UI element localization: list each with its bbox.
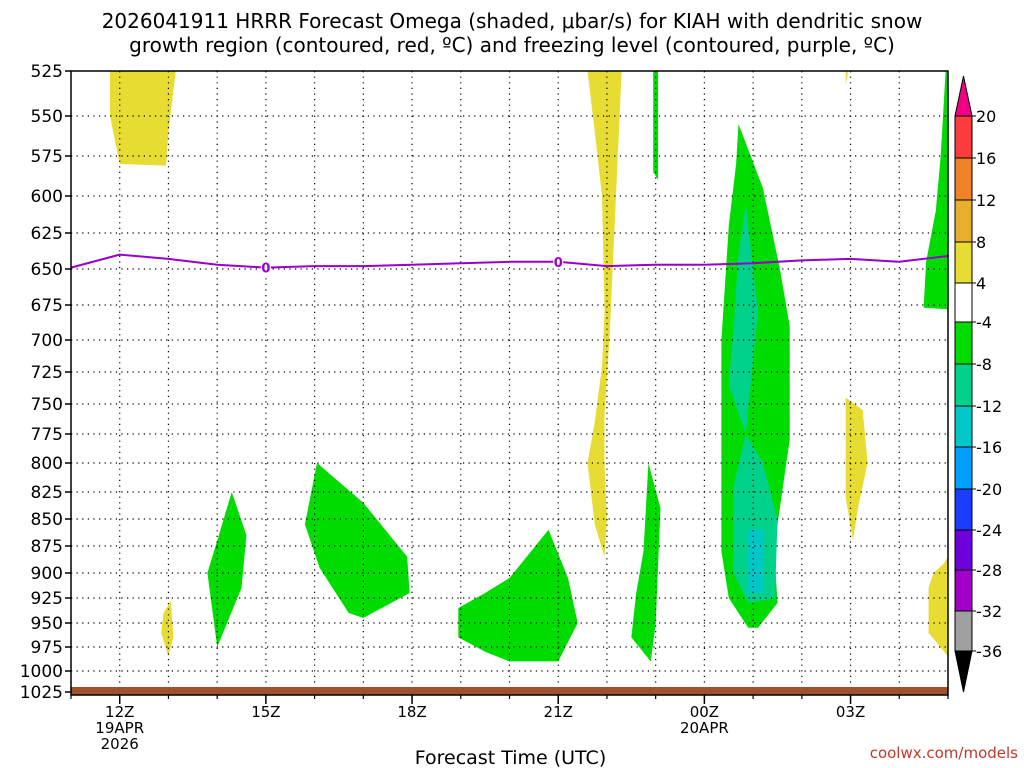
colorbar-cell-10 [954, 488, 973, 531]
omega-region-15 [733, 434, 778, 603]
omega-region-4 [928, 556, 948, 657]
y-tick-label-525: 525 [31, 62, 63, 82]
freezing-label-bg-2 [553, 254, 564, 269]
colorbar-label--12: -12 [976, 397, 1002, 416]
omega-region-3 [845, 397, 868, 541]
x-tick-label-18-1: 18Z [397, 703, 426, 721]
ground-layer [71, 687, 948, 695]
colorbar-label-20: 20 [976, 107, 996, 126]
x-tick-label-15-1: 15Z [251, 703, 280, 721]
omega-region-11 [304, 463, 410, 618]
y-tick-label-750: 750 [31, 395, 63, 415]
chart-title-line-2: growth region (contoured, red, ºC) and f… [129, 33, 895, 57]
y-tick-label-875: 875 [31, 537, 63, 557]
colorbar-cell-bottom-triangle [954, 650, 973, 693]
y-tick-label-975: 975 [31, 638, 63, 658]
colorbar-label-8: 8 [976, 233, 986, 252]
colorbar-cell-2 [954, 157, 973, 201]
colorbar-cell-11 [954, 529, 973, 571]
omega-region-7 [653, 71, 659, 180]
y-tick-label-950: 950 [31, 614, 63, 634]
colorbar-label--16: -16 [976, 438, 1002, 457]
omega-shading-layer [110, 71, 948, 662]
omega-region-1 [110, 71, 176, 166]
x-tick-label-24-2: 20APR [680, 719, 729, 737]
colorbar-cell-8 [954, 405, 973, 448]
omega-region-12 [458, 529, 578, 662]
credit-text[interactable]: coolwx.com/models [869, 744, 1018, 762]
colorbar-cell-6 [954, 321, 973, 365]
chart-title-line-1: 2026041911 HRRR Forecast Omega (shaded, … [101, 9, 923, 33]
y-tick-label-825: 825 [31, 483, 63, 503]
y-tick-label-900: 900 [31, 564, 63, 584]
colorbar-cell-9 [954, 446, 973, 490]
colorbar-cell-1 [954, 115, 973, 159]
omega-region-16 [748, 529, 763, 593]
y-tick-label-725: 725 [31, 363, 63, 383]
y-tick-label-850: 850 [31, 510, 63, 530]
y-tick-label-700: 700 [31, 331, 63, 351]
y-tick-label-1025: 1025 [20, 683, 63, 703]
omega-region-5 [161, 601, 174, 657]
y-tick-label-600: 600 [31, 187, 63, 207]
y-tick-label-675: 675 [31, 296, 63, 316]
colorbar-cell-top-triangle [954, 75, 973, 117]
y-tick-label-550: 550 [31, 107, 63, 127]
colorbar-label--4: -4 [976, 313, 992, 332]
x-tick-label-12-1: 12Z [105, 703, 134, 721]
colorbar-label--8: -8 [976, 355, 992, 374]
axes: 525 550 575 600 625 650 675 700 725 750 775 800 825 8… [20, 62, 949, 753]
colorbar-cell-7 [954, 363, 973, 407]
y-tick-label-650: 650 [31, 260, 63, 280]
y-tick-label-625: 625 [31, 224, 63, 244]
ground-band [71, 687, 948, 695]
x-tick-label-12-3: 2026 [101, 735, 139, 753]
colorbar: 20 16 12 8 4 -4 -8 -12 -16 -20 -24 -28 -32 -36 [954, 75, 1002, 693]
colorbar-cell-5 [954, 282, 973, 323]
colorbar-cell-4 [954, 241, 973, 284]
colorbar-cell-12 [954, 569, 973, 612]
colorbar-label--24: -24 [976, 521, 1002, 540]
omega-region-10 [207, 492, 247, 647]
colorbar-label-4: 4 [976, 274, 986, 293]
colorbar-label--36: -36 [976, 642, 1002, 661]
x-tick-label-12-2: 19APR [95, 719, 144, 737]
x-tick-label-27-1: 03Z [836, 703, 865, 721]
x-tick-label-24-1: 00Z [690, 703, 719, 721]
y-tick-label-575: 575 [31, 147, 63, 167]
colorbar-cell-13 [954, 610, 973, 652]
freezing-level-line [70, 253, 949, 269]
colorbar-label-16: 16 [976, 149, 996, 168]
y-tick-label-800: 800 [31, 454, 63, 474]
colorbar-label--28: -28 [976, 561, 1002, 580]
x-axis-label: Forecast Time (UTC) [415, 747, 606, 768]
omega-region-13 [631, 463, 661, 662]
colorbar-label-12: 12 [976, 191, 996, 210]
colorbar-label--20: -20 [976, 480, 1002, 499]
omega-region-6 [845, 71, 849, 86]
y-tick-label-925: 925 [31, 589, 63, 609]
omega-region-14 [728, 203, 758, 434]
omega-region-2 [587, 71, 622, 557]
x-tick-label-21-1: 21Z [544, 703, 573, 721]
colorbar-label--32: -32 [976, 602, 1002, 621]
omega-region-9 [923, 71, 948, 310]
freezing-level-label-2: 0 [554, 256, 563, 271]
colorbar-cell-3 [954, 199, 973, 243]
freezing-label-bg-1 [260, 260, 271, 275]
y-tick-label-775: 775 [31, 425, 63, 445]
freezing-level-label-1: 0 [261, 262, 270, 277]
y-tick-label-1000: 1000 [20, 662, 63, 682]
